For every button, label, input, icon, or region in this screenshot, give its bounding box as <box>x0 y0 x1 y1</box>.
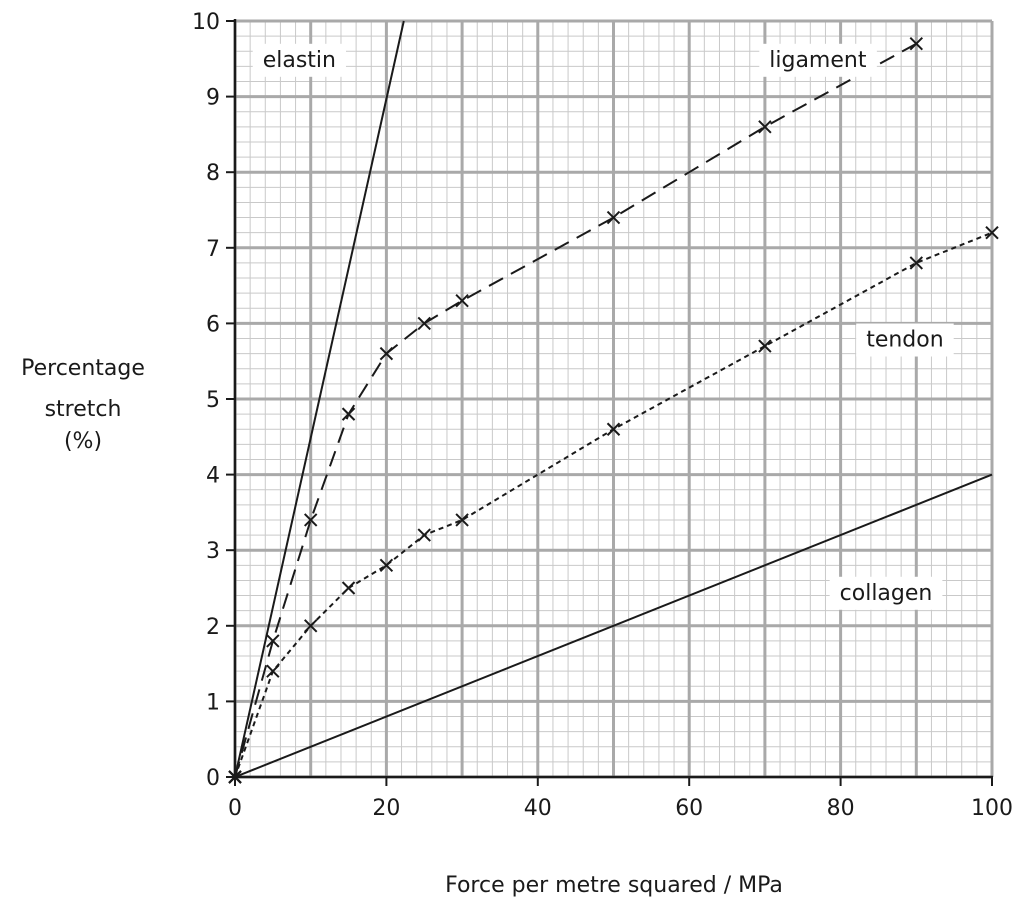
data-point-tendon <box>417 528 431 542</box>
data-point-origin <box>228 770 242 784</box>
series-labels: elastin ligament tendon collagen <box>252 43 954 610</box>
axes <box>226 19 993 786</box>
data-point-tendon <box>606 422 621 436</box>
series-label-elastin: elastin <box>263 48 336 73</box>
tick-labels: 0 20 40 60 80 100 0 1 2 3 4 5 6 7 8 9 10 <box>192 10 1013 821</box>
x-tick-label: 100 <box>971 796 1013 821</box>
x-tick-label: 60 <box>675 796 703 821</box>
y-tick-label: 3 <box>206 539 220 564</box>
data-point-tendon <box>379 558 394 573</box>
series-label-background <box>252 43 346 77</box>
data-point-ligament <box>455 294 469 308</box>
x-tick-label: 40 <box>524 796 552 821</box>
y-axis-title-line-1: Percentage <box>21 356 145 381</box>
y-axis-title-line-3: (%) <box>64 429 102 454</box>
data-point-ligament <box>417 316 431 331</box>
series-label-ligament: ligament <box>769 48 867 73</box>
y-tick-label: 8 <box>206 161 220 186</box>
series-label-background <box>759 43 877 77</box>
y-tick-label: 10 <box>192 10 220 35</box>
data-point-ligament <box>909 36 924 51</box>
y-axis-title-line-2: stretch <box>45 397 122 422</box>
x-axis-title: Force per metre squared / MPa <box>445 873 783 898</box>
major-gridlines <box>233 19 994 779</box>
x-tick-label: 80 <box>827 796 855 821</box>
series-label-collagen: collagen <box>840 581 933 606</box>
y-tick-label: 1 <box>206 690 220 715</box>
series-line-elastin <box>234 20 405 778</box>
data-point-ligament <box>379 346 394 361</box>
data-point-tendon <box>303 619 318 633</box>
x-tick-label: 0 <box>228 796 242 821</box>
series-line-collagen <box>234 473 993 778</box>
data-point-tendon <box>985 225 999 240</box>
series-label-background <box>829 576 943 610</box>
y-tick-label: 7 <box>206 237 220 262</box>
y-tick-label: 2 <box>206 615 220 640</box>
series-markers <box>228 36 999 784</box>
x-tick-label: 20 <box>372 796 400 821</box>
y-tick-label: 9 <box>206 86 220 111</box>
y-tick-label: 5 <box>206 388 220 413</box>
data-point-ligament <box>341 407 356 421</box>
data-point-ligament <box>606 210 621 225</box>
y-tick-label: 4 <box>206 464 220 489</box>
y-tick-label: 6 <box>206 312 220 337</box>
data-point-tendon <box>341 581 356 595</box>
series-label-background <box>856 323 954 357</box>
series-line-ligament <box>234 42 917 778</box>
data-point-tendon <box>758 339 772 353</box>
data-point-tendon <box>266 664 280 678</box>
data-point-ligament <box>758 120 772 134</box>
y-tick-label: 0 <box>206 766 220 791</box>
data-point-tendon <box>909 256 924 270</box>
data-point-ligament <box>266 634 280 648</box>
data-point-ligament <box>303 513 318 527</box>
series-label-tendon: tendon <box>866 328 943 353</box>
data-point-tendon <box>455 513 469 527</box>
